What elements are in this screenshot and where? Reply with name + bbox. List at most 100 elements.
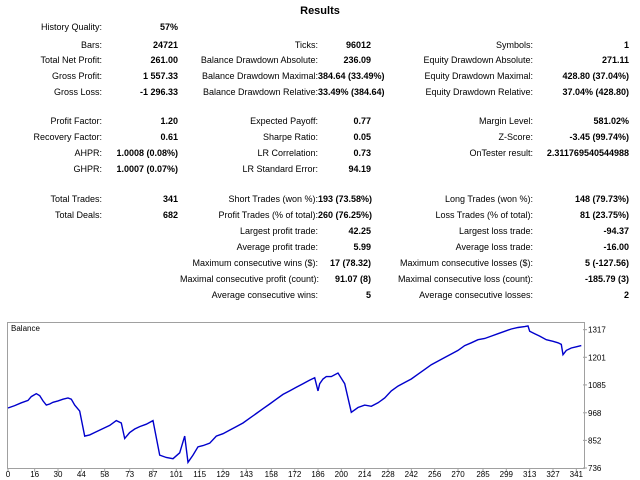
stat-label: Balance Drawdown Relative: (202, 87, 318, 97)
stat-value: 341 (162, 194, 178, 204)
stat-label: Largest loss trade: (458, 226, 533, 236)
x-tick-label: 16 (30, 470, 39, 479)
stat-value: -3.45 (99.74%) (569, 132, 629, 142)
y-tick-label: 1085 (588, 381, 606, 390)
stats-row: Gross Profit: 1 557.33 Balance Drawdown Ma… (0, 69, 640, 83)
stat-value: 5.99 (353, 242, 371, 252)
stats-row: Total Net Profit: 261.00 Balance Drawdown … (0, 53, 640, 67)
stat-label: Equity Drawdown Maximal: (424, 71, 533, 81)
stat-value: 428.80 (37.04%) (562, 71, 629, 81)
x-tick-label: 214 (358, 470, 372, 479)
stat-label: Short Trades (won %): (228, 194, 318, 204)
stats-row: AHPR: 1.0008 (0.08%) LR Correlation: 0.73 On… (0, 146, 640, 160)
x-tick-label: 58 (100, 470, 109, 479)
stat-value: 5 (365, 290, 371, 300)
stat-value: 37.04% (428.80) (562, 87, 629, 97)
stat-label: OnTester result: (469, 148, 533, 158)
stat-label: Largest profit trade: (239, 226, 318, 236)
stat-label: Profit Factor: (50, 116, 102, 126)
stat-label: Balance Drawdown Absolute: (200, 55, 318, 65)
x-tick-label: 115 (193, 470, 206, 479)
x-tick-label: 73 (125, 470, 134, 479)
stat-label: Gross Profit: (51, 71, 102, 81)
stat-value: 1.20 (160, 116, 178, 126)
stat-value: 2.311769540544988 (546, 148, 629, 158)
x-tick-label: 200 (335, 470, 349, 479)
stats-row: Maximal consecutive profit (count): 91.07… (0, 272, 640, 286)
stat-value: 1 557.33 (142, 71, 178, 81)
x-tick-label: 87 (149, 470, 158, 479)
stat-label: LR Correlation: (257, 148, 318, 158)
stat-label: Equity Drawdown Relative: (425, 87, 533, 97)
stat-value: 0.61 (160, 132, 178, 142)
stat-value: 0.73 (353, 148, 371, 158)
x-tick-label: 299 (500, 470, 514, 479)
stats-row: Bars: 24721 Ticks: 96012 Symbols: 1 (0, 38, 640, 52)
stat-label: Symbols: (495, 40, 533, 50)
stat-label: Average profit trade: (236, 242, 318, 252)
stat-value: 1.0008 (0.08%) (116, 148, 178, 158)
stat-value: 94.19 (348, 164, 371, 174)
stat-value: 260 (76.25%) (318, 210, 373, 220)
stats-row: Recovery Factor: 0.61 Sharpe Ratio: 0.05 Z-S… (0, 130, 640, 144)
stat-value: 148 (79.73%) (574, 194, 629, 204)
stat-value: 2 (623, 290, 629, 300)
stat-label: Recovery Factor: (33, 132, 102, 142)
y-tick-label: 1317 (588, 326, 606, 335)
stat-label: Profit Trades (% of total): (218, 210, 318, 220)
stat-label: History Quality: (40, 22, 102, 32)
stat-value: 1.0007 (0.07%) (116, 164, 178, 174)
stat-label: Total Trades: (50, 194, 102, 204)
x-tick-label: 172 (288, 470, 302, 479)
stat-label: Gross Loss: (53, 87, 102, 97)
stat-label: Average consecutive wins: (211, 290, 318, 300)
y-tick-label: 852 (588, 436, 602, 445)
stat-value: 236.09 (343, 55, 371, 65)
stats-row: Total Trades: 341 Short Trades (won %): 193… (0, 192, 640, 206)
balance-series-line (7, 325, 582, 465)
x-tick-label: 313 (523, 470, 537, 479)
stat-value: 17 (78.32) (329, 258, 371, 268)
stat-label: Equity Drawdown Absolute: (423, 55, 533, 65)
x-tick-label: 327 (546, 470, 560, 479)
stat-value: -185.79 (3) (584, 274, 629, 284)
stats-row: Total Deals: 682 Profit Trades (% of total… (0, 208, 640, 222)
stats-row: Largest profit trade: 42.25 Largest loss t… (0, 224, 640, 238)
stat-value: 5 (-127.56) (584, 258, 629, 268)
stat-label: Sharpe Ratio: (262, 132, 318, 142)
stat-value: 384.64 (33.49%) (318, 71, 385, 81)
stat-value: 1 (623, 40, 629, 50)
stat-label: Ticks: (294, 40, 318, 50)
stat-value: 271.11 (601, 55, 629, 65)
stats-row: Gross Loss: -1 296.33 Balance Drawdown Rel… (0, 85, 640, 99)
stat-label: Balance Drawdown Maximal: (201, 71, 318, 81)
stat-value: 57% (159, 22, 178, 32)
stat-label: Maximum consecutive wins ($): (192, 258, 318, 268)
stat-value: -16.00 (603, 242, 629, 252)
stat-label: Z-Score: (498, 132, 533, 142)
stat-label: LR Standard Error: (242, 164, 318, 174)
x-tick-label: 0 (6, 470, 11, 479)
stat-label: Total Net Profit: (40, 55, 102, 65)
stats-row: Average consecutive wins: 5 Average consec… (0, 288, 640, 302)
y-tick-label: 968 (588, 409, 602, 418)
x-tick-label: 341 (570, 470, 584, 479)
stat-label: Margin Level: (478, 116, 533, 126)
stat-label: Maximal consecutive loss (count): (397, 274, 533, 284)
stat-value: 193 (73.58%) (318, 194, 373, 204)
stat-label: Maximum consecutive losses ($): (399, 258, 533, 268)
stat-label: Loss Trades (% of total): (435, 210, 533, 220)
stat-label: Average loss trade: (455, 242, 533, 252)
results-title: Results (300, 5, 340, 17)
stat-value: -94.37 (603, 226, 629, 236)
stats-row: GHPR: 1.0007 (0.07%) LR Standard Error: 94.… (0, 162, 640, 176)
stat-value: 91.07 (8) (334, 274, 371, 284)
balance-chart-frame (7, 322, 585, 469)
x-tick-label: 228 (381, 470, 395, 479)
stats-row: Average profit trade: 5.99 Average loss tr… (0, 240, 640, 254)
x-tick-label: 30 (54, 470, 63, 479)
stat-value: -1 296.33 (139, 87, 178, 97)
stat-label: AHPR: (74, 148, 102, 158)
stat-label: GHPR: (73, 164, 102, 174)
y-tick-label: 736 (588, 464, 602, 473)
